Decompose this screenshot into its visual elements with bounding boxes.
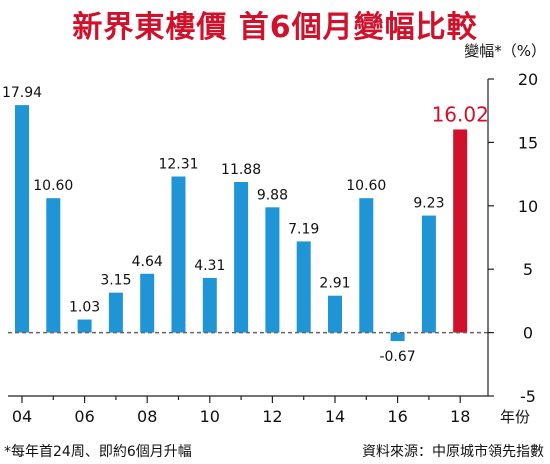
bar-17: [421, 215, 436, 333]
y-tick-label: -5: [520, 387, 536, 406]
bar-12: [265, 207, 280, 333]
bar-label-13: 7.19: [288, 221, 319, 237]
bar-label-15: 10.60: [346, 178, 386, 194]
y-tick-label: 0: [523, 324, 533, 343]
bar-label-18: 16.02: [432, 102, 489, 126]
source-note: 資料來源：中原城市領先指數: [362, 444, 544, 460]
bar-label-14: 2.91: [319, 276, 350, 292]
bar-10: [202, 277, 217, 333]
bar-label-08: 4.64: [132, 254, 163, 270]
bar-14: [328, 295, 342, 333]
bar-label-09: 12.31: [158, 157, 198, 173]
bar-label-07: 3.15: [100, 273, 131, 289]
bar-label-17: 9.23: [413, 196, 444, 212]
x-tick-label-12: 12: [262, 407, 282, 426]
y-ticks-group: -5 0 5 10 15 20: [488, 70, 538, 406]
bar-16: [390, 332, 405, 342]
chart-title: 新界東樓價 首6個月變幅比較: [72, 10, 478, 45]
x-tick-label-04: 04: [12, 407, 32, 426]
bar-06: [77, 319, 92, 333]
bar-labels-group: 17.94 10.60 1.033.154.64 12.31 4.31 11.88 9.88…: [2, 85, 489, 365]
bar-label-04: 17.94: [2, 85, 42, 101]
bar-07: [108, 292, 123, 333]
bar-15: [359, 198, 374, 333]
bar-label-12: 9.88: [257, 187, 288, 203]
bar-05: [46, 198, 61, 333]
bar-label-10: 4.31: [194, 258, 225, 274]
y-tick-label: 15: [518, 133, 538, 152]
x-axis-title: 年份: [500, 408, 530, 426]
x-ticks-group: 04 06 08 10 12 14 16 18: [12, 396, 470, 426]
footnote: *每年首24周、即約6個月升幅: [4, 444, 192, 460]
x-tick-label-16: 16: [387, 407, 407, 426]
x-tick-label-18: 18: [450, 407, 470, 426]
x-tick-label-06: 06: [74, 407, 94, 426]
y-tick-label: 10: [518, 197, 538, 216]
y-axis-title: 變幅*（%）: [464, 42, 546, 60]
bar-18: [453, 129, 468, 333]
bar-label-11: 11.88: [221, 162, 261, 178]
bar-label-06: 1.03: [69, 300, 100, 316]
bar-09: [171, 176, 186, 333]
y-tick-label: 5: [523, 260, 533, 279]
bar-04: [15, 105, 29, 333]
bars-group: [15, 105, 468, 342]
bar-13: [296, 241, 311, 333]
x-tick-label-10: 10: [200, 407, 220, 426]
x-tick-label-14: 14: [325, 407, 345, 426]
y-tick-label: 20: [518, 70, 538, 89]
bar-11: [234, 181, 249, 333]
bar-label-05: 10.60: [33, 178, 73, 194]
x-tick-label-08: 08: [137, 407, 157, 426]
bar-08: [140, 273, 155, 333]
bar-label-16: -0.67: [379, 349, 415, 365]
